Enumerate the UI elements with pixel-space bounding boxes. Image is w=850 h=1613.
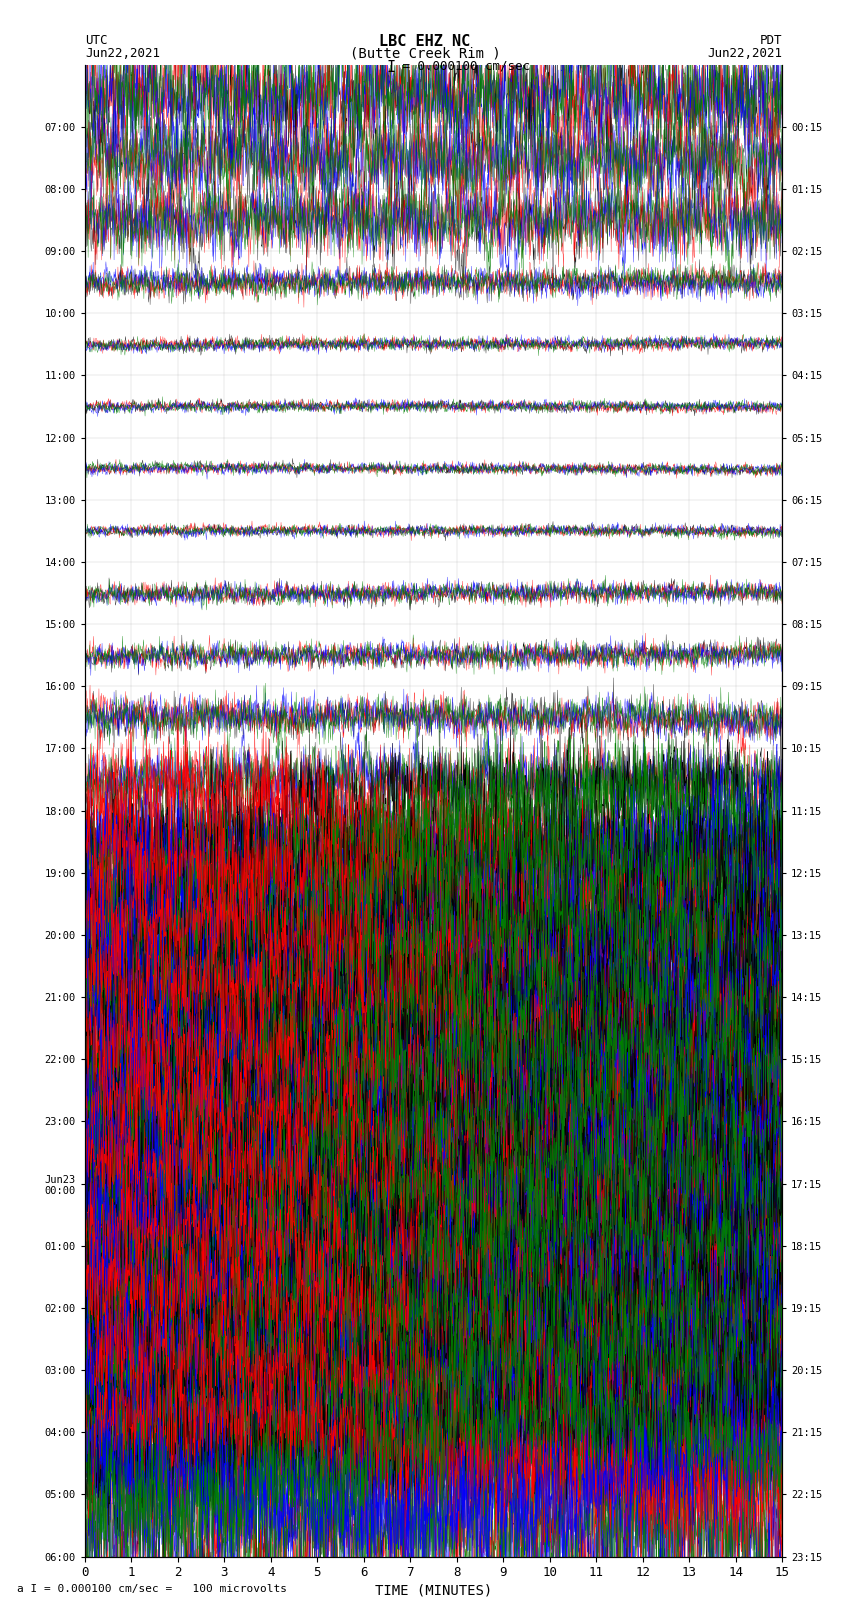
Text: LBC EHZ NC: LBC EHZ NC xyxy=(379,34,471,48)
Text: (Butte Creek Rim ): (Butte Creek Rim ) xyxy=(349,47,501,61)
Text: Jun22,2021: Jun22,2021 xyxy=(85,47,160,60)
X-axis label: TIME (MINUTES): TIME (MINUTES) xyxy=(375,1584,492,1597)
Text: I: I xyxy=(387,60,396,74)
Text: = 0.000100 cm/sec: = 0.000100 cm/sec xyxy=(395,60,530,73)
Text: Jun22,2021: Jun22,2021 xyxy=(707,47,782,60)
Text: a I = 0.000100 cm/sec =   100 microvolts: a I = 0.000100 cm/sec = 100 microvolts xyxy=(17,1584,287,1594)
Text: PDT: PDT xyxy=(760,34,782,47)
Text: UTC: UTC xyxy=(85,34,107,47)
